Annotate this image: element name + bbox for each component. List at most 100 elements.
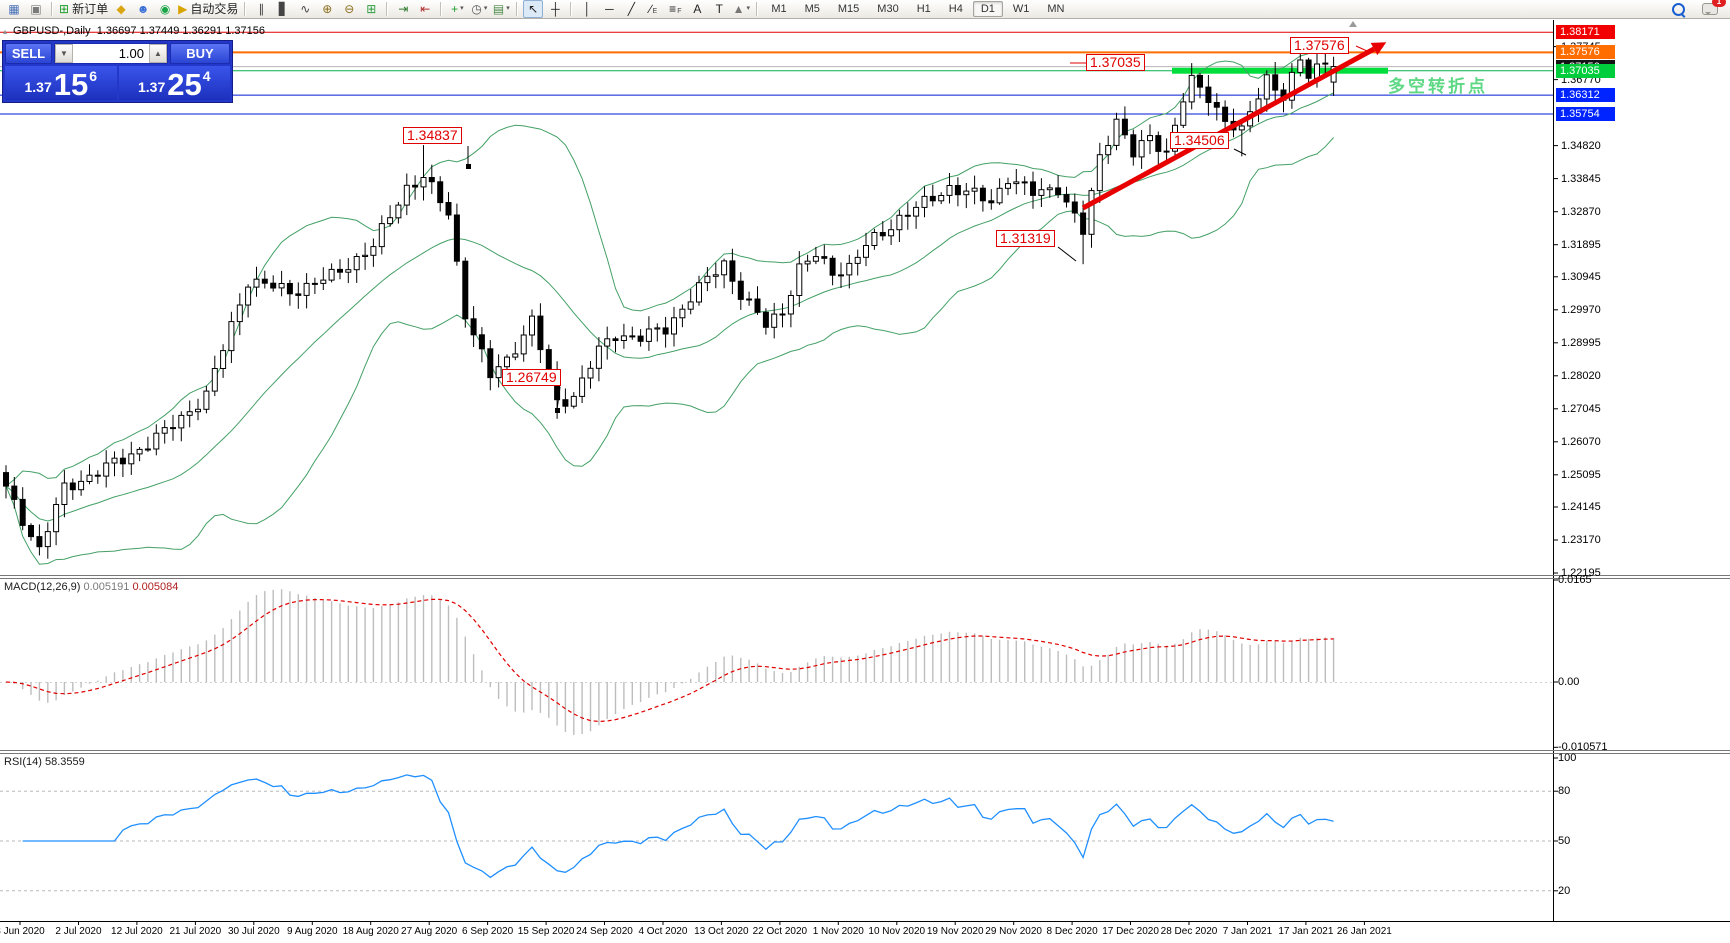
text-icon[interactable]: A	[687, 0, 707, 18]
timeframe-m30[interactable]: M30	[877, 3, 899, 15]
price-axis-tick: 1.34820	[1561, 139, 1601, 152]
timeframe-w1[interactable]: W1	[1012, 3, 1030, 15]
price-axis-tick: 1.25095	[1561, 468, 1601, 481]
profiles-icon[interactable]: ▣	[26, 0, 46, 18]
crosshair-icon[interactable]: ┼	[545, 0, 565, 18]
timeframe-d1[interactable]: D1	[972, 1, 1003, 17]
chart-ohlc-title: GBPUSD-,Daily 1.36697 1.37449 1.36291 1.…	[13, 25, 265, 37]
channel-icon[interactable]: ∕ E	[643, 0, 663, 18]
tile-windows-icon: ⊞	[366, 2, 377, 16]
dropdown-caret-icon[interactable]: ▾	[483, 5, 488, 12]
date-axis-label: 15 Sep 2020	[517, 926, 575, 937]
price-callout-label[interactable]: 1.37035	[1086, 54, 1145, 71]
rsi-axis-tick: 100	[1558, 752, 1577, 764]
cursor-icon[interactable]: ↖	[523, 0, 544, 18]
chart-shift-icon[interactable]: ⇤	[415, 0, 435, 18]
fibonacci-icon[interactable]: ≡ F	[665, 0, 685, 18]
periods-icon: ◷	[471, 2, 482, 16]
one-click-toggle-icon[interactable]: ▴	[3, 27, 8, 36]
timeframe-h4[interactable]: H4	[948, 3, 963, 15]
price-axis-tick: 1.29970	[1561, 303, 1601, 316]
rsi-axis-tick: 50	[1558, 835, 1571, 847]
price-axis-tick: 1.33845	[1561, 172, 1601, 185]
sell-button[interactable]: SELL	[5, 43, 52, 64]
date-axis-label: 2 Jul 2020	[55, 926, 102, 937]
volume-input[interactable]	[73, 44, 149, 63]
templates-icon: ▤	[492, 2, 505, 16]
search-icon[interactable]	[1668, 0, 1688, 18]
volume-decrease-button[interactable]: ▼	[55, 44, 73, 63]
candlestick-chart-icon[interactable]: ▋	[273, 0, 293, 18]
autotrading-button-label: 自动交易	[190, 2, 239, 16]
price-callout-label[interactable]: 1.34837	[403, 127, 462, 144]
auto-scroll-icon[interactable]: ⇥	[393, 0, 413, 18]
toolbar-separator	[51, 2, 53, 16]
date-axis-label: 17 Jan 2021	[1278, 926, 1334, 937]
buy-price[interactable]: 1.37 25 4	[118, 66, 230, 100]
dropdown-caret-icon[interactable]: ▾	[746, 5, 751, 12]
cursor-icon: ↖	[528, 2, 539, 16]
price-axis-level-label: 1.35754	[1556, 107, 1615, 122]
bars-chart-icon[interactable]: ∥	[251, 0, 271, 18]
candlestick-chart-icon: ▋	[278, 2, 288, 16]
toolbar-separator	[756, 2, 759, 16]
timeframe-h1[interactable]: H1	[916, 3, 931, 15]
timeframe-mn[interactable]: MN	[1047, 3, 1065, 15]
date-axis-label: 17 Dec 2020	[1102, 926, 1159, 937]
chart-annotation-text[interactable]: 多空转折点	[1388, 77, 1488, 96]
price-axis-level-label: 1.38171	[1556, 25, 1615, 40]
rsi-value: 58.3559	[44, 756, 85, 768]
autotrading-button[interactable]: ▶ 自动交易	[177, 0, 239, 18]
indicators-icon[interactable]: + ▾	[447, 0, 467, 18]
new-chart-icon[interactable]: ▦	[4, 0, 24, 18]
timeframe-m15[interactable]: M15	[837, 3, 860, 15]
signals-icon[interactable]: ◉	[155, 0, 175, 18]
fibonacci-icon: ≡	[669, 2, 677, 16]
periods-icon[interactable]: ◷ ▾	[469, 0, 489, 18]
support-icon[interactable]: ☻	[133, 0, 153, 18]
vertical-line-icon[interactable]: │	[577, 0, 597, 18]
profiles-icon: ▣	[30, 2, 42, 16]
shapes-icon[interactable]: ▲ ▾	[731, 0, 751, 18]
chart-shift-icon: ⇤	[420, 2, 431, 16]
price-axis-level-label: 1.37035	[1556, 63, 1615, 78]
timeframe-m5[interactable]: M5	[804, 3, 820, 15]
date-axis-label: 7 Jan 2021	[1222, 926, 1273, 937]
metaeditor-icon[interactable]: ◆	[111, 0, 131, 18]
buy-button[interactable]: BUY	[170, 43, 230, 64]
date-axis-label: 4 Oct 2020	[638, 926, 688, 937]
trendline-icon[interactable]: ╱	[621, 0, 641, 18]
dropdown-caret-icon[interactable]: ▾	[506, 5, 510, 12]
label-icon[interactable]: T	[709, 0, 729, 18]
line-chart-icon[interactable]: ∿	[295, 0, 315, 18]
ohlc-values: 1.36697 1.37449 1.36291 1.37156	[96, 25, 265, 37]
signals-icon: ◉	[159, 2, 171, 16]
dropdown-caret-icon[interactable]: ▾	[460, 5, 464, 12]
new-order-button[interactable]: ⊞ 新订单	[58, 0, 109, 18]
price-callout-label[interactable]: 1.34506	[1170, 132, 1229, 149]
tile-windows-icon[interactable]: ⊞	[361, 0, 381, 18]
zoom-in-icon: ⊕	[322, 2, 333, 16]
date-axis-label: 19 Nov 2020	[926, 926, 984, 937]
price-axis-tick: 1.23170	[1561, 533, 1601, 546]
templates-icon[interactable]: ▤ ▾	[491, 0, 511, 18]
horizontal-line-icon: ─	[605, 2, 614, 16]
notifications-icon[interactable]: 1	[1700, 0, 1726, 18]
date-axis-label: 26 Jan 2021	[1336, 926, 1392, 937]
horizontal-line-icon[interactable]: ─	[599, 0, 619, 18]
macd-signal-value: 0.005084	[132, 581, 179, 593]
price-axis-tick: 1.26070	[1561, 435, 1601, 448]
price-callout-label[interactable]: 1.31319	[996, 230, 1055, 247]
line-chart-icon: ∿	[300, 2, 311, 16]
date-axis-label: 10 Nov 2020	[868, 926, 926, 937]
sell-price[interactable]: 1.37 15 6	[5, 66, 117, 100]
price-callout-label[interactable]: 1.26749	[502, 369, 561, 386]
volume-increase-button[interactable]: ▲	[149, 44, 167, 63]
zoom-in-icon[interactable]: ⊕	[317, 0, 337, 18]
zoom-out-icon[interactable]: ⊖	[339, 0, 359, 18]
price-callout-label[interactable]: 1.37576	[1290, 37, 1349, 54]
timeframe-m1[interactable]: M1	[771, 3, 787, 15]
